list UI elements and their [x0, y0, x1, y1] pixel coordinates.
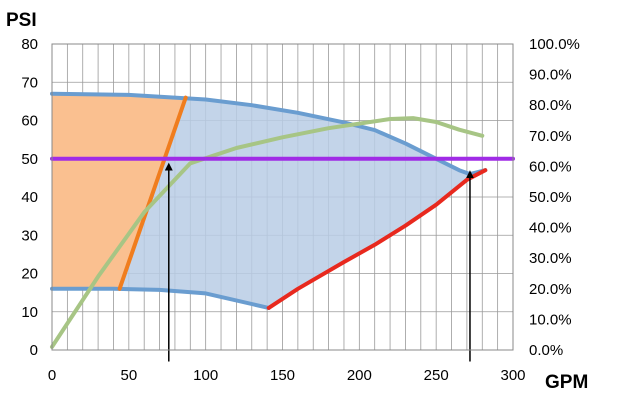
shaded-regions [52, 93, 486, 308]
y2-tick-label: 40.0% [529, 220, 572, 237]
x-tick-label: 0 [48, 367, 56, 384]
y-tick-label: 30 [21, 227, 38, 244]
orange-line [117, 95, 188, 291]
y2-tick-label: 60.0% [529, 158, 572, 175]
y-tick-label: 10 [21, 304, 38, 321]
orange-region [52, 93, 186, 289]
y-tick-label: 70 [21, 74, 38, 91]
y2-tick-label: 10.0% [529, 311, 572, 328]
y2-tick-label: 50.0% [529, 189, 572, 206]
x-tick-label: 100 [193, 367, 218, 384]
y-tick-label: 0 [30, 342, 38, 359]
y2-tick-label: 90.0% [529, 67, 572, 84]
y2-tick-label: 100.0% [529, 36, 580, 53]
y2-tick-label: 0.0% [529, 342, 563, 359]
series-lines [50, 91, 515, 349]
tick-labels: 0 50 100 150 200 250 300 0 10 20 30 40 50 60 70 80 0.0% 1… [21, 36, 580, 384]
y-tick-label: 40 [21, 189, 38, 206]
y-tick-label: 80 [21, 36, 38, 53]
green-curve [50, 116, 485, 349]
plot-frame [51, 43, 514, 351]
red-curve [266, 168, 488, 310]
y2-tick-label: 70.0% [529, 128, 572, 145]
y-axis-title: PSI [6, 10, 37, 31]
x-tick-label: 200 [347, 367, 372, 384]
arrows [164, 162, 474, 362]
x-tick-label: 150 [270, 367, 295, 384]
y2-tick-label: 30.0% [529, 250, 572, 267]
x-axis-title: GPM [545, 372, 588, 393]
blue-upper-curve [50, 91, 488, 177]
blue-lower-curve [50, 286, 271, 310]
x-tick-label: 50 [120, 367, 137, 384]
x-tick-label: 300 [500, 367, 525, 384]
y-tick-label: 60 [21, 113, 38, 130]
y-tick-label: 20 [21, 266, 38, 283]
y-tick-label: 50 [21, 151, 38, 168]
x-tick-label: 250 [424, 367, 449, 384]
y2-tick-label: 80.0% [529, 97, 572, 114]
y2-tick-label: 20.0% [529, 281, 572, 298]
